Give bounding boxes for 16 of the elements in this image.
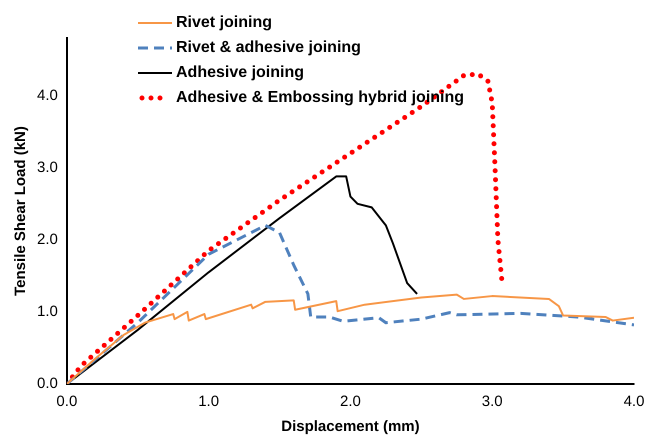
legend-label: Adhesive joining [176, 64, 304, 82]
y-tick-label: 0.0 [36, 375, 58, 392]
x-tick-label: 0.0 [56, 393, 78, 410]
y-tick-label: 3.0 [36, 158, 58, 176]
x-tick-label: 2.0 [340, 393, 361, 410]
y-tick-label: 4.0 [36, 86, 58, 104]
y-tick-label: 2.0 [36, 230, 58, 248]
x-tick-label: 1.0 [198, 393, 220, 410]
y-tick-label: 1.0 [36, 303, 58, 320]
y-axis-title: Tensile Shear Load (kN) [12, 126, 30, 296]
legend-label: Rivet & adhesive joining [176, 38, 361, 56]
x-tick-label: 3.0 [482, 393, 503, 410]
x-axis-title: Displacement (mm) [281, 418, 420, 436]
legend-label: Rivet joining [176, 14, 272, 32]
x-tick-label: 4.0 [624, 393, 644, 410]
legend-label: Adhesive & Embossing hybrid joining [176, 88, 464, 106]
